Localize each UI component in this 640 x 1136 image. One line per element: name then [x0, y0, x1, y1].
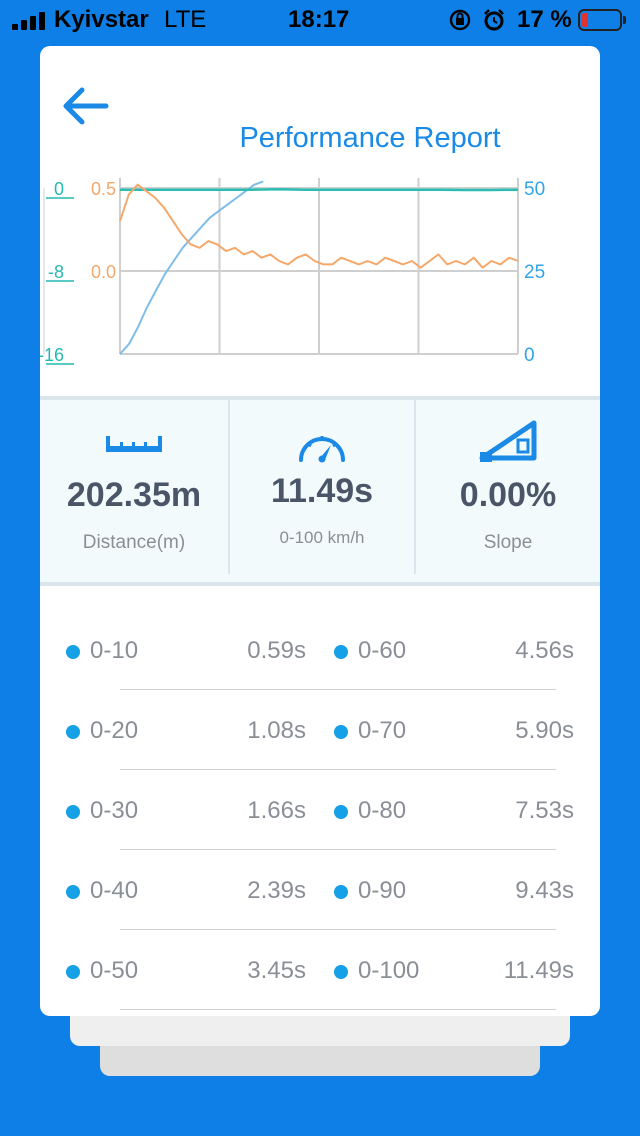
interval-label: 0-50	[90, 957, 139, 984]
right-axis-tick-label: 25	[524, 262, 545, 283]
row-divider	[120, 849, 556, 850]
page-title: Performance Report	[239, 122, 501, 154]
interval-row: 0-30 1.66s 0-80 7.53s	[66, 771, 576, 851]
interval-row: 0-50 3.45s 0-100 11.49s	[66, 931, 576, 1011]
row-divider	[120, 929, 556, 930]
bullet-dot	[66, 725, 80, 739]
inner-axis-tick-label: 0.5	[91, 179, 116, 199]
interval-left: 0-50 3.45s	[66, 957, 306, 987]
slope-icon	[479, 420, 537, 462]
interval-left: 0-10 0.59s	[66, 637, 306, 667]
interval-right: 0-100 11.49s	[334, 957, 574, 987]
slope-label: Slope	[483, 532, 533, 553]
stat-slope: 0.00% Slope	[416, 400, 600, 574]
series-line	[119, 180, 264, 355]
bullet-dot	[334, 645, 348, 659]
carrier-name: Kyivstar	[54, 6, 149, 33]
bullet-dot	[334, 805, 348, 819]
bullet-dot	[334, 965, 348, 979]
clock-time: 18:17	[288, 6, 350, 33]
signal-strength-icon	[12, 12, 48, 30]
interval-right: 0-60 4.56s	[334, 637, 574, 667]
interval-right: 0-90 9.43s	[334, 877, 574, 907]
right-axis-tick-label: 0	[524, 345, 535, 366]
left-axis-tick-label: -8	[48, 262, 64, 282]
bullet-dot	[66, 965, 80, 979]
orientation-lock-icon	[449, 9, 471, 31]
interval-right: 0-70 5.90s	[334, 717, 574, 747]
left-axis-tick-label: 0	[54, 179, 64, 199]
stat-divider	[228, 400, 230, 574]
acceleration-time-value: 11.49s	[270, 472, 374, 510]
back-arrow-icon[interactable]	[60, 84, 110, 128]
performance-chart: 0 -8 -16 0.5 0.0 50 25 0	[40, 178, 545, 366]
inner-axis-tick-label: 0.0	[91, 262, 116, 282]
interval-label: 0-70	[358, 717, 407, 744]
row-divider	[120, 689, 556, 690]
interval-row: 0-40 2.39s 0-90 9.43s	[66, 851, 576, 931]
slope-value: 0.00%	[459, 476, 557, 514]
battery-tip	[623, 16, 626, 24]
interval-left: 0-30 1.66s	[66, 797, 306, 827]
bullet-dot	[334, 725, 348, 739]
interval-label: 0-100	[358, 957, 420, 984]
interval-right: 0-80 7.53s	[334, 797, 574, 827]
performance-report-card: Performance Report 0 -8 -16 0.5 0.0 50 25 0 202…	[40, 46, 600, 1016]
interval-time: 0.59s	[247, 637, 306, 664]
interval-time: 7.53s	[515, 797, 574, 824]
interval-row: 0-20 1.08s 0-70 5.90s	[66, 691, 576, 771]
interval-left: 0-40 2.39s	[66, 877, 306, 907]
interval-row: 0-10 0.59s 0-60 4.56s	[66, 611, 576, 691]
battery-percentage: 17 %	[517, 6, 572, 33]
left-axis-tick-label: -16	[40, 345, 64, 365]
interval-label: 0-30	[90, 797, 139, 824]
row-divider	[120, 1009, 556, 1010]
interval-label: 0-60	[358, 637, 407, 664]
stat-distance: 202.35m Distance(m)	[40, 400, 228, 574]
interval-time: 5.90s	[515, 717, 574, 744]
interval-label: 0-90	[358, 877, 407, 904]
interval-time: 11.49s	[503, 957, 574, 984]
speedometer-icon	[299, 436, 345, 463]
series-line	[120, 188, 519, 192]
interval-label: 0-80	[358, 797, 407, 824]
interval-time: 4.56s	[515, 637, 574, 664]
bullet-dot	[66, 805, 80, 819]
status-bar: Kyivstar LTE 18:17 17 %	[0, 0, 640, 40]
acceleration-label: 0-100 km/h	[279, 528, 365, 547]
interval-label: 0-40	[90, 877, 139, 904]
interval-label: 0-10	[90, 637, 139, 664]
series-line	[119, 183, 519, 269]
interval-time: 3.45s	[247, 957, 306, 984]
right-axis-tick-label: 50	[524, 179, 545, 200]
battery-icon	[578, 9, 622, 31]
distance-value: 202.35m	[66, 476, 202, 514]
distance-label: Distance(m)	[82, 532, 186, 553]
network-type: LTE	[164, 6, 207, 33]
stat-divider	[414, 400, 416, 574]
bullet-dot	[66, 645, 80, 659]
bullet-dot	[66, 885, 80, 899]
bullet-dot	[334, 885, 348, 899]
interval-label: 0-20	[90, 717, 139, 744]
interval-time: 2.39s	[247, 877, 306, 904]
interval-time: 1.66s	[247, 797, 306, 824]
row-divider	[120, 769, 556, 770]
alarm-icon	[484, 9, 504, 31]
interval-time: 1.08s	[247, 717, 306, 744]
stat-acceleration: 11.49s 0-100 km/h	[230, 400, 414, 574]
interval-time: 9.43s	[515, 877, 574, 904]
stats-panel: 202.35m Distance(m) 11.49s 0-100 km/h 0.…	[40, 396, 600, 586]
interval-left: 0-20 1.08s	[66, 717, 306, 747]
ruler-icon	[106, 436, 162, 452]
